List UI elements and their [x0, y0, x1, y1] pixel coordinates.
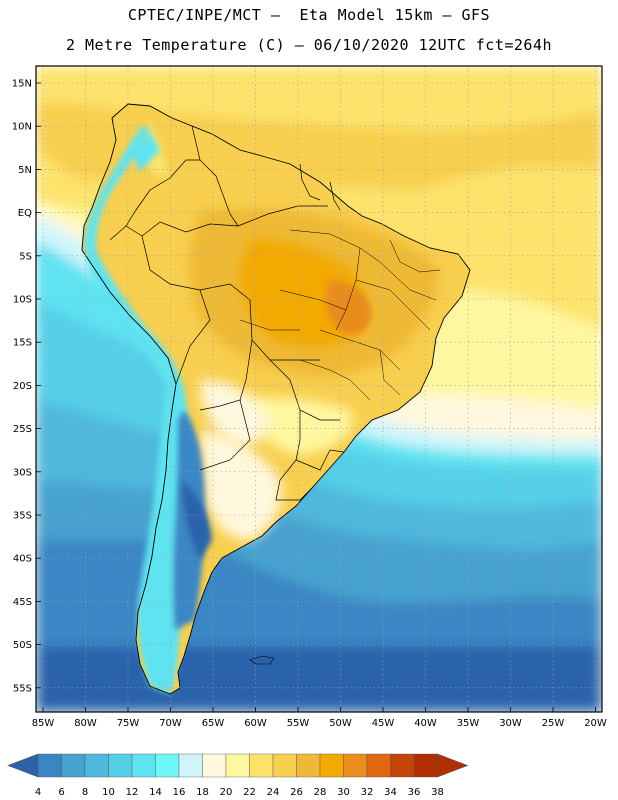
colorbar-label: 4 — [35, 787, 41, 798]
state-borders — [239, 229, 441, 401]
colorbar-label: 32 — [361, 787, 374, 798]
colorbar-swatch — [61, 753, 86, 778]
colorbar-swatch — [108, 753, 133, 778]
colorbar-swatch — [202, 753, 227, 778]
lon-label: 80W — [74, 718, 97, 729]
lat-label: 45S — [13, 597, 32, 608]
colorbar-swatch — [225, 753, 250, 778]
lat-label: 15N — [12, 79, 32, 90]
lon-label: 25W — [542, 718, 565, 729]
colorbar-label: 30 — [337, 787, 350, 798]
colorbar-label: 12 — [126, 787, 139, 798]
lat-label: 25S — [13, 424, 32, 435]
colorbar-label: 22 — [243, 787, 256, 798]
colorbar-swatch — [366, 753, 391, 778]
lat-label: 55S — [13, 683, 32, 694]
colorbar-swatch — [319, 753, 344, 778]
map-frame — [35, 65, 603, 713]
latitude-labels: 15N 10N 5N EQ 5S 10S 15S 20S 25S 30S 35S 40S 45S 50S 5… — [12, 79, 41, 694]
lat-label: 20S — [13, 381, 32, 392]
lon-label: 85W — [32, 718, 55, 729]
lon-label: 65W — [202, 718, 225, 729]
lat-label: 30S — [13, 467, 32, 478]
colorbar-high-arrow — [437, 753, 469, 778]
andes-coldest-patch — [182, 480, 212, 560]
colorbar-label: 36 — [408, 787, 421, 798]
colorbar-label: 20 — [220, 787, 233, 798]
colorbar-label: 6 — [58, 787, 64, 798]
andes-cold-band — [84, 126, 189, 694]
longitude-labels: 85W 80W 75W 70W 65W 60W 55W 50W 45W 40W 35W 30W 25W 2… — [32, 707, 607, 729]
lon-label: 40W — [414, 718, 437, 729]
colorbar-swatch — [296, 753, 321, 778]
lon-label: 60W — [244, 718, 267, 729]
lat-label: EQ — [18, 208, 32, 219]
lon-label: 75W — [117, 718, 140, 729]
colorbar-label: 28 — [314, 787, 327, 798]
colorbar-swatch — [178, 753, 203, 778]
colorbar-swatch — [413, 753, 438, 778]
land-temperature-field — [142, 120, 440, 540]
colorbar: 4 6 8 10 12 14 16 18 20 22 24 26 28 30 32 34 36 38 — [7, 753, 469, 798]
falkland-islands — [249, 655, 275, 665]
map-title: CPTEC/INPE/MCT – Eta Model 15km – GFS — [127, 6, 491, 24]
lon-label: 20W — [584, 718, 607, 729]
colorbar-low-arrow — [7, 753, 39, 778]
colorbar-swatch — [249, 753, 274, 778]
colorbar-label: 14 — [149, 787, 162, 798]
colorbar-swatch — [272, 753, 297, 778]
lat-label: 35S — [13, 511, 32, 522]
lon-label: 45W — [372, 718, 395, 729]
colorbar-label: 10 — [102, 787, 115, 798]
lon-label: 30W — [499, 718, 522, 729]
colorbar-swatch — [131, 753, 156, 778]
colorbar-swatch — [343, 753, 368, 778]
colorbar-label: 16 — [173, 787, 186, 798]
lat-label: 10S — [13, 295, 32, 306]
lat-label: 15S — [13, 338, 32, 349]
colorbar-label: 8 — [82, 787, 88, 798]
lon-label: 70W — [159, 718, 182, 729]
colorbar-swatch — [155, 753, 180, 778]
colorbar-label: 34 — [384, 787, 397, 798]
colorbar-label: 38 — [431, 787, 444, 798]
lat-label: 50S — [13, 640, 32, 651]
colorbar-label: 18 — [196, 787, 209, 798]
colombian-andes-patch — [130, 132, 160, 172]
lon-label: 55W — [287, 718, 310, 729]
colorbar-label: 24 — [267, 787, 280, 798]
colorbar-swatch — [84, 753, 109, 778]
lat-label: 40S — [13, 554, 32, 565]
lat-label: 5S — [19, 251, 32, 262]
lon-label: 50W — [329, 718, 352, 729]
colorbar-swatch — [390, 753, 415, 778]
colorbar-swatch — [37, 753, 62, 778]
map-subtitle: 2 Metre Temperature (C) – 06/10/2020 12U… — [65, 36, 553, 54]
lat-label: 10N — [12, 122, 32, 133]
lon-label: 35W — [457, 718, 480, 729]
colorbar-label: 26 — [290, 787, 303, 798]
map-plot-area — [36, 66, 602, 712]
lat-label: 5N — [18, 165, 32, 176]
